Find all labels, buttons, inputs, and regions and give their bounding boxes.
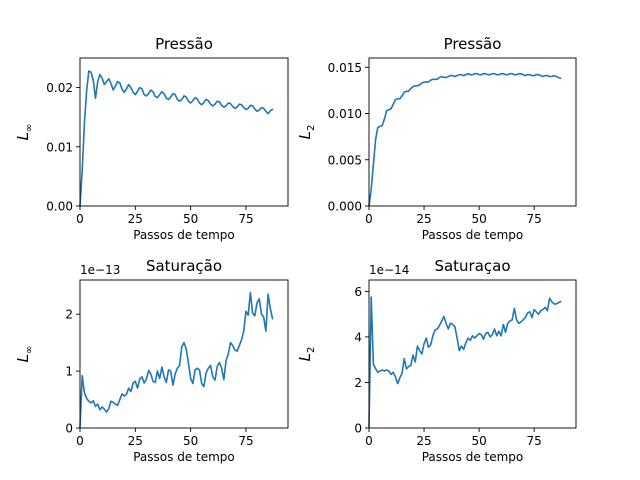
axes-frame xyxy=(79,57,289,207)
x-tick-label: 50 xyxy=(183,434,198,448)
chart-title: Saturação xyxy=(146,257,222,275)
x-tick-label: 0 xyxy=(365,212,373,226)
x-tick-label: 0 xyxy=(76,212,84,226)
y-axis-label: L∞ xyxy=(14,124,35,141)
axes-frame xyxy=(368,279,577,429)
x-axis-label: Passos de tempo xyxy=(133,450,235,464)
y-axis-label: L2 xyxy=(296,125,317,140)
y-axis-label-subscript: ∞ xyxy=(24,124,35,132)
y-tick-label: 0 xyxy=(65,422,73,436)
y-tick-label: 0.005 xyxy=(328,153,362,167)
y-axis-label-base: L xyxy=(296,353,314,361)
y-axis-label: L2 xyxy=(296,347,317,362)
y-axis-label-subscript: 2 xyxy=(306,347,317,353)
subplot-1: 0 25 50 75 0.00 0.01 0.02 Pressão Passos de temp… xyxy=(14,35,289,242)
x-tick-label: 25 xyxy=(416,434,431,448)
x-tick-label: 0 xyxy=(365,434,373,448)
series-line xyxy=(79,70,274,207)
y-tick-label: 2 xyxy=(354,376,362,390)
series-line xyxy=(79,291,274,428)
y-axis-label-base: L xyxy=(296,131,314,139)
subplot-2: 0 25 50 75 0.000 0.005 0.010 0.015 Pressão Passos… xyxy=(296,35,577,242)
axes-frame xyxy=(368,57,577,207)
y-tick-label: 0.015 xyxy=(328,61,362,75)
x-tick-label: 25 xyxy=(128,212,143,226)
chart-title: Saturaçao xyxy=(434,257,510,275)
y-tick-label: 4 xyxy=(354,330,362,344)
axes-frame xyxy=(79,279,289,429)
y-tick-label: 0.000 xyxy=(328,200,362,214)
y-tick-label: 0.010 xyxy=(328,107,362,121)
x-axis-label: Passos de tempo xyxy=(422,228,524,242)
series-line xyxy=(368,72,562,207)
y-axis-label-base: L xyxy=(14,132,32,140)
y-axis-label-subscript: 2 xyxy=(306,125,317,131)
y-tick-label: 0 xyxy=(354,422,362,436)
y-axis-label-subscript: ∞ xyxy=(24,346,35,354)
series-line xyxy=(368,296,562,428)
x-tick-label: 0 xyxy=(76,434,84,448)
chart-title: Pressão xyxy=(155,35,213,53)
x-tick-label: 75 xyxy=(527,434,542,448)
y-tick-label: 0.00 xyxy=(46,200,73,214)
x-tick-label: 50 xyxy=(183,212,198,226)
chart-title: Pressão xyxy=(444,35,502,53)
x-tick-label: 25 xyxy=(416,212,431,226)
x-tick-label: 25 xyxy=(128,434,143,448)
x-tick-label: 75 xyxy=(238,212,253,226)
subplot-3: 0 25 50 75 0 1 2 Saturação Passos de tempo L∞ 1e−1… xyxy=(14,257,289,464)
y-tick-label: 0.01 xyxy=(46,140,73,154)
x-tick-label: 75 xyxy=(527,212,542,226)
y-axis-label: L∞ xyxy=(14,346,35,363)
y-tick-label: 2 xyxy=(65,308,73,322)
y-tick-label: 0.02 xyxy=(46,81,73,95)
y-tick-label: 1 xyxy=(65,365,73,379)
x-axis-label: Passos de tempo xyxy=(422,450,524,464)
x-tick-label: 50 xyxy=(471,212,486,226)
y-offset-label: 1e−14 xyxy=(369,263,409,277)
x-axis-label: Passos de tempo xyxy=(133,228,235,242)
y-tick-label: 6 xyxy=(354,285,362,299)
y-offset-label: 1e−13 xyxy=(80,263,120,277)
y-axis-label-base: L xyxy=(14,354,32,362)
x-tick-label: 50 xyxy=(471,434,486,448)
x-tick-label: 75 xyxy=(238,434,253,448)
